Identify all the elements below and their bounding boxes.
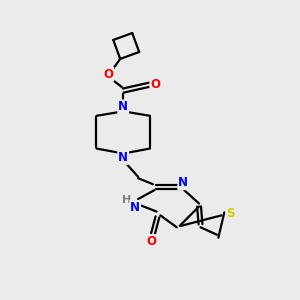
Text: S: S (226, 207, 235, 220)
Text: N: N (118, 151, 128, 164)
Text: H: H (122, 195, 132, 205)
Text: O: O (150, 78, 160, 91)
Text: O: O (146, 235, 157, 248)
Text: N: N (118, 100, 128, 113)
Text: O: O (103, 68, 113, 81)
Text: N: N (130, 201, 140, 214)
Text: N: N (178, 176, 188, 189)
